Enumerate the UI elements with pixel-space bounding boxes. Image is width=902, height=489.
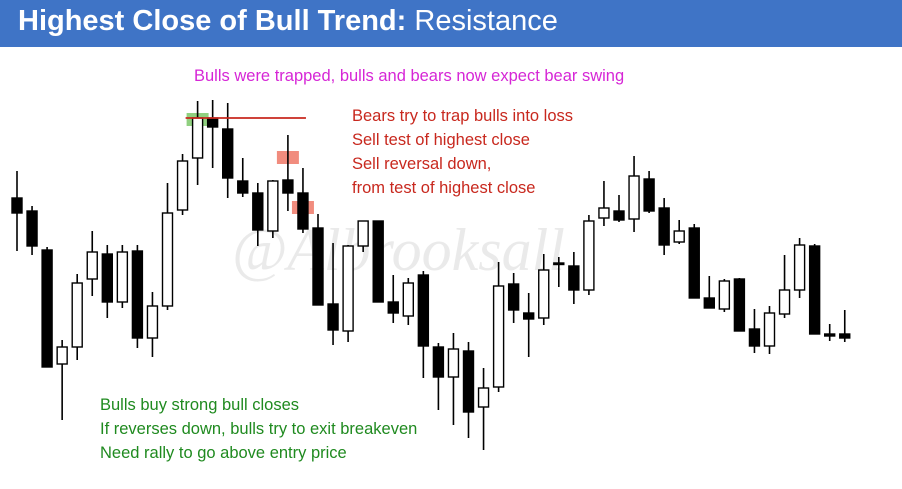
candle-body: [523, 312, 535, 320]
candle-body: [447, 348, 460, 378]
candle-body: [598, 207, 610, 219]
note-green-line-3: Need rally to go above entry price: [100, 444, 347, 462]
candle-body: [282, 179, 294, 194]
candle-body: [658, 207, 670, 246]
candle-body: [86, 251, 98, 280]
candle-body: [824, 333, 836, 337]
candle-body: [252, 192, 264, 231]
candle-body: [237, 180, 249, 194]
candle-body: [748, 328, 761, 347]
candle-body: [191, 117, 204, 159]
candle-body: [402, 282, 414, 317]
watermark: @Albrooksall: [232, 217, 565, 283]
candle-body: [357, 220, 369, 247]
candle-body: [387, 301, 399, 314]
candle-body: [839, 333, 851, 339]
note-green-line-2: If reverses down, bulls try to exit brea…: [100, 420, 418, 438]
candle-body: [793, 244, 806, 291]
candle-body: [583, 220, 595, 291]
note-red-line-1: Bears try to trap bulls into loss: [352, 107, 574, 125]
candle-body: [161, 212, 174, 307]
candle-body: [462, 350, 475, 413]
candle-body: [492, 285, 505, 388]
candle-body: [553, 262, 565, 266]
note-red-line-4: from test of highest close: [352, 179, 536, 197]
candle-body: [267, 180, 279, 232]
note-red-line-2: Sell test of highest close: [352, 131, 530, 149]
candle-body: [176, 160, 189, 211]
candle-body: [41, 249, 53, 368]
candle-body: [221, 128, 234, 179]
candle-body: [477, 387, 490, 408]
candle-body: [538, 269, 550, 319]
candle-body: [116, 251, 129, 303]
candle-body: [568, 265, 580, 291]
candle-body: [507, 283, 520, 311]
candle-body: [372, 220, 384, 303]
candle-body: [71, 282, 83, 348]
candle-body: [206, 117, 219, 128]
note-bulls-trapped: Bulls were trapped, bulls and bears now …: [194, 67, 625, 85]
candle-body: [146, 305, 159, 339]
candle-body: [778, 289, 791, 315]
candle-body: [432, 346, 445, 378]
note-bulls-buy: Bulls buy strong bull closes If reverses…: [100, 393, 417, 465]
note-bears-trap: Bears try to trap bulls into loss Sell t…: [352, 104, 573, 200]
candle-body: [673, 230, 685, 243]
slide-title: Highest Close of Bull Trend: Resistance: [18, 5, 558, 38]
candle-body: [131, 250, 144, 339]
candle-body: [342, 245, 354, 332]
candle-body: [703, 297, 715, 309]
candle-body: [26, 210, 38, 247]
candle-body: [56, 346, 68, 365]
candle-body: [297, 192, 309, 230]
title-bold-text: Highest Close of Bull Trend:: [18, 5, 407, 37]
note-red-line-3: Sell reversal down,: [352, 155, 492, 173]
candle-body: [417, 274, 430, 347]
title-rest-text: Resistance: [406, 5, 558, 37]
candlestick-chart: [11, 100, 851, 450]
candle-body: [808, 245, 821, 335]
note-green-line-1: Bulls buy strong bull closes: [100, 396, 300, 414]
candle-body: [688, 227, 700, 299]
candle-body: [643, 178, 655, 212]
candle-body: [312, 227, 324, 306]
candle-body: [327, 303, 339, 331]
title-bar: Highest Close of Bull Trend: Resistance: [0, 0, 902, 47]
candle-body: [11, 197, 23, 214]
candle-body: [763, 312, 776, 347]
candle-body: [718, 280, 731, 310]
candle-body: [628, 175, 640, 220]
candle-body: [733, 278, 746, 332]
candle-body: [613, 210, 625, 221]
candle-body: [101, 253, 114, 303]
